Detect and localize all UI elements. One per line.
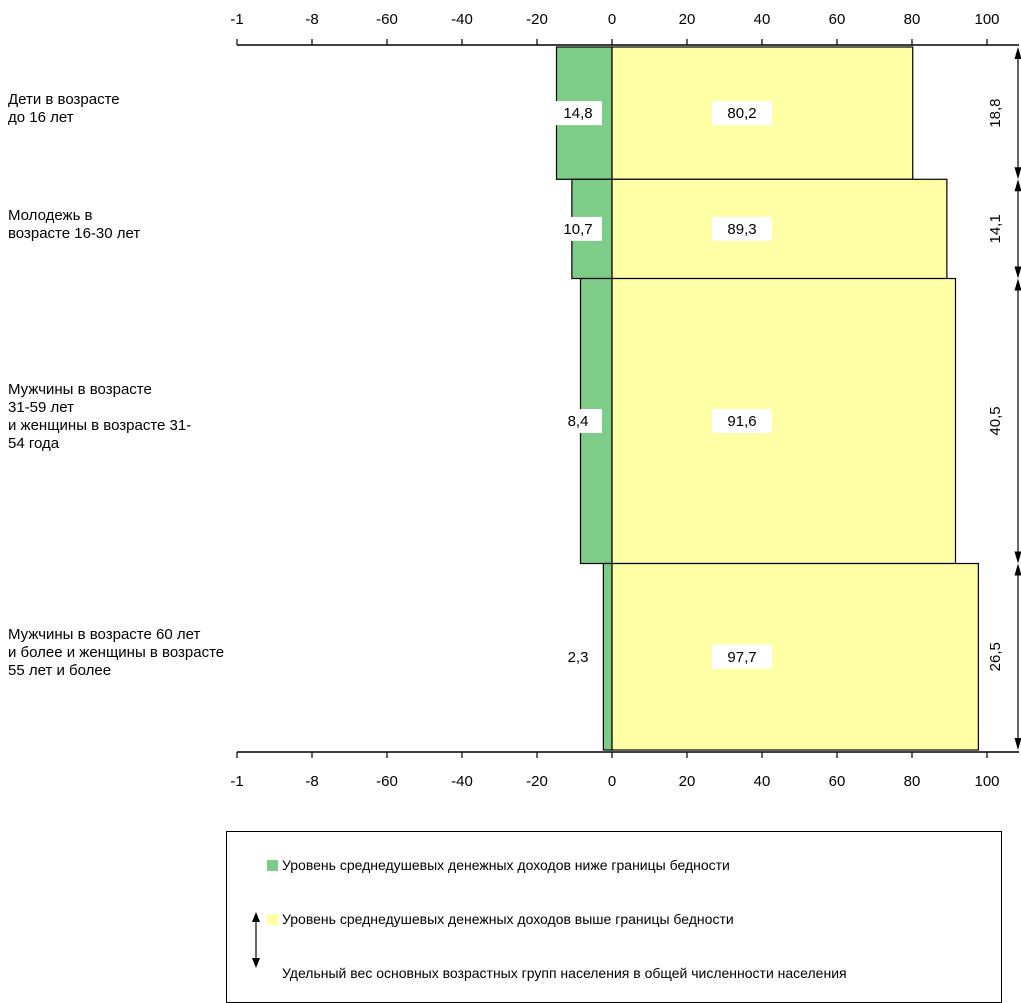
share-arrow-head-top [1014,179,1021,192]
category-label: Молодежь в возрасте 16-30 лет [8,206,141,242]
bottom-tick-label: -40 [451,773,473,790]
bottom-tick-label: 80 [904,773,921,790]
legend-item-shares: Удельный вес основных возрастных групп н… [267,965,847,981]
top-tick-label: 80 [904,11,921,28]
category-label: Мужчины в возрасте 60 лет и более и женщ… [8,625,225,679]
data-label-below: 2,3 [568,649,589,666]
share-label: 18,8 [987,99,1004,128]
share-arrow: 18,8 [987,47,1021,180]
top-tick-label: -8 [305,11,318,28]
bottom-tick-label: -60 [376,773,398,790]
share-arrow-head-top [1014,563,1021,576]
share-arrow-head-top [1014,278,1021,291]
top-tick-label: 0 [608,11,616,28]
bar-below [602,562,613,751]
data-label-above: 89,3 [727,221,756,238]
share-arrow-head-top [1014,47,1021,59]
bottom-tick-label: -8 [305,773,318,790]
label-box-below [554,409,602,434]
label-box-above [712,409,772,434]
bottom-tick-label: 60 [829,773,846,790]
legend-label-above: Уровень среднедушевых денежных доходов в… [282,911,734,927]
bottom-tick-label: -1 [230,773,243,790]
data-label-below: 10,7 [563,221,592,238]
label-box-above [712,644,772,669]
top-tick-label: 20 [679,11,696,28]
legend-item-above: Уровень среднедушевых денежных доходов в… [267,911,734,927]
data-label-below: 8,4 [568,413,589,430]
top-x-axis: -1 -8 -60 -40 -20 0 20 40 60 80 100 [230,11,1019,46]
share-arrow: 40,5 [987,278,1021,564]
bottom-x-axis: -1 -8 -60 -40 -20 0 20 40 60 80 100 [230,751,1019,790]
label-box-above [712,216,772,241]
bottom-tick-label: 20 [679,773,696,790]
share-arrow: 26,5 [987,563,1021,750]
share-arrow-head-bottom [1014,167,1021,180]
category-label: Дети в возрасте до 16 лет [8,91,120,127]
legend-swatch-above [267,913,278,925]
label-box-above [712,101,772,126]
label-box-below [554,216,602,241]
bottom-tick-label: 0 [608,773,616,790]
share-arrow: 14,1 [987,179,1021,279]
chart-canvas: -1 -8 -60 -40 -20 0 20 40 60 80 100 -1 -8 -60 -40 -20 0… [230,11,1021,790]
bar-labels-group: 14,8 80,2 10,7 89,3 8,4 91,6 2,3 97,7 [554,101,772,669]
legend-item-below: Уровень среднедушевых денежных доходов н… [267,857,730,873]
data-label-above: 97,7 [727,649,756,666]
share-label: 26,5 [987,642,1004,671]
bottom-tick-label: 40 [754,773,771,790]
top-tick-label: -60 [376,11,398,28]
share-arrow-head-bottom [1014,266,1021,279]
top-tick-label: 60 [829,11,846,28]
share-arrow-head-bottom [1014,551,1021,564]
bottom-tick-label: 100 [974,773,999,790]
share-label: 14,1 [987,214,1004,243]
category-label: Мужчины в возрасте 31-59 лет и женщины в… [8,381,192,453]
legend-label-below: Уровень среднедушевых денежных доходов н… [282,857,730,873]
bottom-tick-label: -20 [526,773,548,790]
legend-swatch-below [267,859,278,871]
data-label-below: 14,8 [563,105,592,122]
bar-above [611,277,957,565]
bar-above [611,178,948,280]
share-arrow-head-bottom [1014,738,1021,750]
data-label-above: 80,2 [727,105,756,122]
share-label: 40,5 [987,406,1004,435]
top-tick-label: 100 [974,11,999,28]
top-tick-label: -20 [526,11,548,28]
top-tick-label: 40 [754,11,771,28]
bar-above [611,562,979,751]
double-arrow-icon [252,912,260,968]
label-box-below [554,101,602,126]
data-label-above: 91,6 [727,413,756,430]
top-tick-label: -1 [230,11,243,28]
legend-label-shares: Удельный вес основных возрастных групп н… [282,965,847,981]
legend: Уровень среднедушевых денежных доходов н… [226,831,1002,1003]
group-share-arrows: 18,8 14,1 40,5 26,5 [987,47,1021,750]
top-tick-label: -40 [451,11,473,28]
bars-group [555,46,979,751]
label-box-below [554,644,602,669]
